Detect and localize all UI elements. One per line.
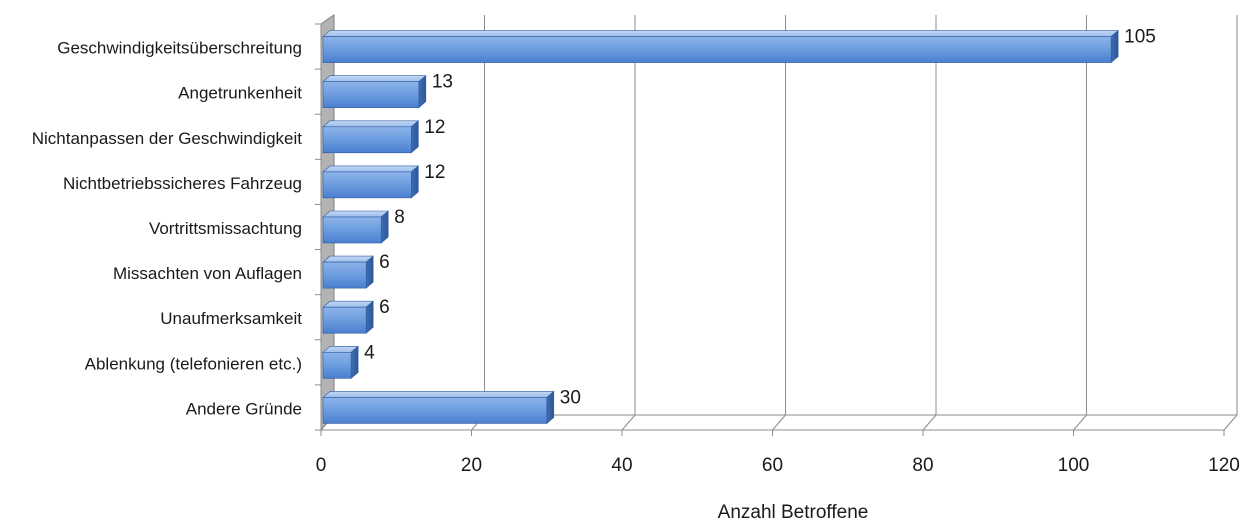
- bar-group: [322, 255, 374, 289]
- x-tick-label: 100: [1058, 455, 1090, 476]
- bar: [322, 126, 412, 154]
- floor-gridline: [1223, 414, 1238, 431]
- floor-gridline: [772, 414, 786, 431]
- x-tick-label: 0: [316, 455, 327, 476]
- bar: [322, 81, 420, 108]
- bar: [322, 306, 367, 334]
- bar-top: [322, 300, 374, 308]
- category-label: Angetrunkenheit: [178, 84, 302, 103]
- category-label: Nichtbetriebssicheres Fahrzeug: [63, 174, 302, 193]
- category-label: Nichtanpassen der Geschwindigkeit: [32, 129, 303, 148]
- bar-side: [380, 210, 389, 244]
- bar-group: [322, 390, 555, 425]
- bar: [322, 216, 382, 244]
- bar-top: [322, 30, 1119, 37]
- category-label: Missachten von Auflagen: [113, 264, 302, 283]
- data-label: 30: [560, 387, 581, 408]
- floor-gridline: [922, 414, 937, 431]
- data-label: 13: [432, 72, 453, 93]
- bar-side: [410, 165, 419, 199]
- bar: [322, 36, 1112, 63]
- bar-top: [322, 391, 555, 398]
- bar: [322, 352, 352, 379]
- x-tick-label: 40: [611, 455, 632, 476]
- category-label: Geschwindigkeitsüberschreitung: [57, 39, 302, 58]
- bar-group: [322, 300, 374, 334]
- data-label: 105: [1124, 27, 1156, 48]
- bar-group: [322, 345, 359, 379]
- category-label: Unaufmerksamkeit: [160, 309, 302, 328]
- x-tick-label: 20: [461, 455, 482, 476]
- floor-gridline: [1073, 414, 1087, 431]
- category-label: Andere Gründe: [186, 399, 302, 418]
- bar-group: [322, 75, 427, 109]
- x-axis-title: Anzahl Betroffene: [718, 502, 869, 523]
- data-label: 12: [424, 117, 445, 138]
- x-tick-label: 120: [1208, 455, 1240, 476]
- data-label: 6: [379, 252, 390, 273]
- bar: [322, 171, 412, 199]
- x-tick-label: 80: [912, 455, 933, 476]
- bar-top: [322, 120, 420, 128]
- category-label: Vortrittsmissachtung: [149, 219, 302, 238]
- bar-side: [365, 300, 374, 334]
- data-label: 8: [394, 207, 405, 228]
- bar-side: [410, 120, 419, 154]
- bar-top: [322, 165, 420, 173]
- bar-side: [350, 345, 359, 379]
- bar-group: [322, 165, 420, 199]
- bar-top: [322, 75, 427, 82]
- bar-side: [365, 255, 374, 289]
- data-label: 4: [364, 342, 375, 363]
- bar: [322, 397, 548, 424]
- category-label: Ablenkung (telefonieren etc.): [85, 354, 302, 373]
- bar-group: [322, 29, 1119, 64]
- bar-group: [322, 210, 390, 244]
- data-label: 12: [424, 162, 445, 183]
- x-tick-label: 60: [762, 455, 783, 476]
- bar: [322, 261, 367, 289]
- bar-side: [1110, 29, 1119, 64]
- bar-side: [418, 75, 427, 109]
- bar-side: [546, 390, 555, 425]
- data-label: 6: [379, 297, 390, 318]
- floor-gridline: [621, 414, 636, 431]
- bar-top: [322, 255, 374, 263]
- bar-group: [322, 120, 420, 154]
- bar-top: [322, 210, 390, 218]
